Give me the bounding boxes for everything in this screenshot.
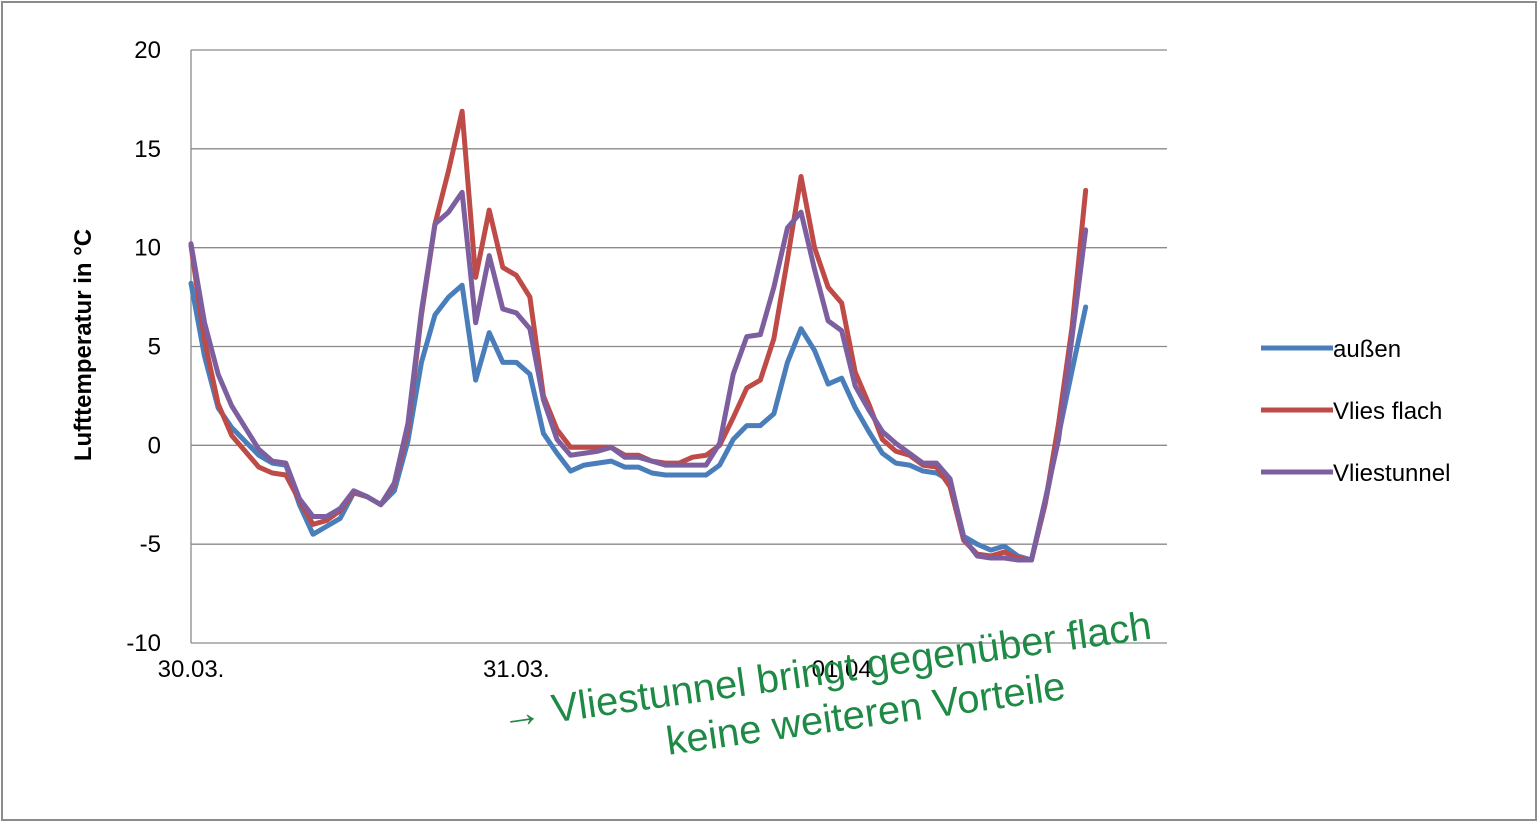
x-tick-label: 01.04 xyxy=(812,656,872,683)
y-tick-label: 15 xyxy=(134,136,161,163)
legend-label: Vliestunnel xyxy=(1333,460,1450,487)
legend-label: Vlies flach xyxy=(1333,398,1442,425)
series-line-1 xyxy=(188,280,1089,563)
legend-label: außen xyxy=(1333,336,1401,363)
y-tick-label: -5 xyxy=(140,531,161,558)
y-axis-label: Lufttemperatur in °C xyxy=(70,229,97,461)
x-tick-label: 30.03. xyxy=(158,656,225,683)
y-tick-label: 0 xyxy=(148,432,161,459)
y-tick-label: 10 xyxy=(134,235,161,262)
x-tick-label: 31.03. xyxy=(483,656,550,683)
gridlines xyxy=(191,49,1167,644)
y-tick-label: 5 xyxy=(148,334,161,361)
y-tick-label: 20 xyxy=(134,37,161,64)
y-tick-label: -10 xyxy=(126,630,161,657)
series-lines xyxy=(188,108,1089,563)
series-line-3 xyxy=(188,189,1089,563)
legend: außen Vlies flach Vliestunnel xyxy=(1261,336,1450,487)
